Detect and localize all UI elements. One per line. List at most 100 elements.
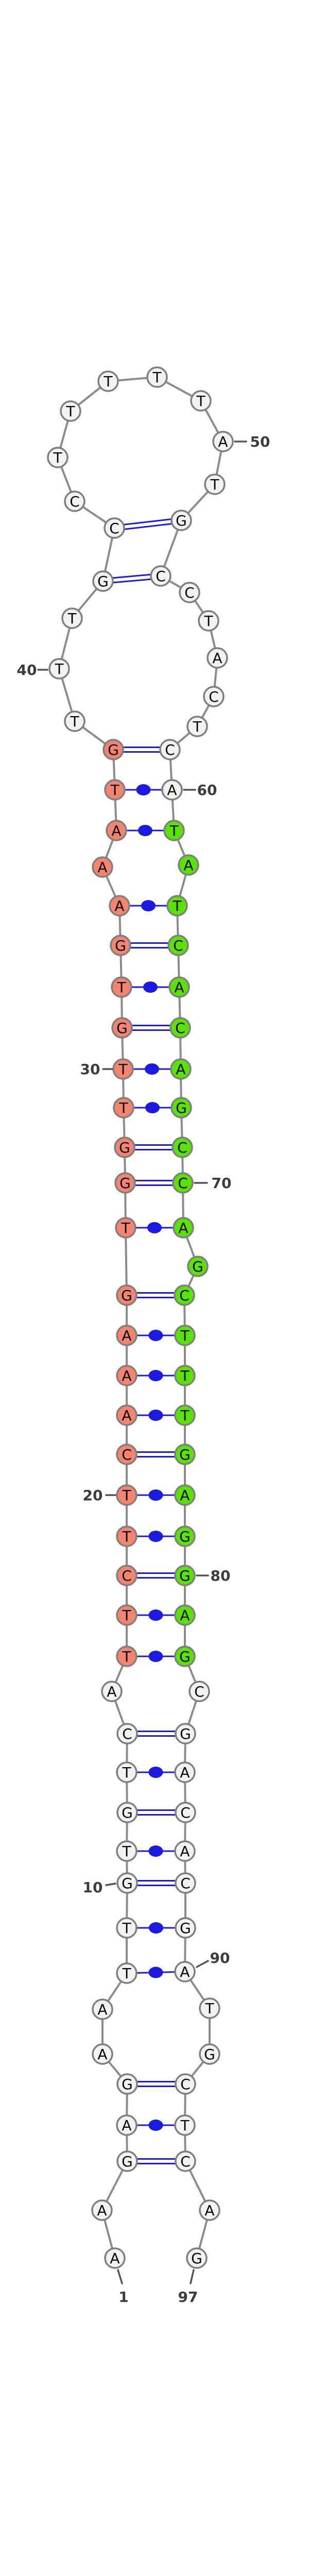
nt-letter: G xyxy=(97,573,109,590)
nt-letter: T xyxy=(152,369,162,386)
nt-circle xyxy=(161,779,183,801)
label-tick xyxy=(105,1883,116,1886)
nt-circle xyxy=(175,1917,196,1939)
bond-dot xyxy=(147,1222,162,1233)
nt-circle xyxy=(104,517,125,539)
nt-55-T: T xyxy=(198,610,219,632)
nt-circle xyxy=(92,856,113,878)
nt-circle xyxy=(188,1681,210,1702)
nt-letter: A xyxy=(180,1487,190,1504)
nt-circle xyxy=(116,2073,138,2095)
nt-97-G: G xyxy=(186,2247,208,2269)
nt-letter: C xyxy=(184,584,195,601)
nt-circle xyxy=(111,1017,133,1039)
nt-61-T: T xyxy=(163,820,185,841)
nt-circle xyxy=(179,582,200,603)
nt-24-A: A xyxy=(116,1325,138,1346)
nt-circle xyxy=(47,447,68,468)
nt-letter: T xyxy=(172,897,182,914)
nt-17-T: T xyxy=(116,1604,138,1626)
nt-letter: C xyxy=(165,741,175,758)
position-label-30: 30 xyxy=(80,1061,113,1078)
nt-65-A: A xyxy=(168,976,190,998)
nt-21-C: C xyxy=(116,1444,138,1465)
nt-letter: T xyxy=(180,1407,190,1424)
nt-letter: T xyxy=(67,610,77,627)
nt-circle xyxy=(116,1917,138,1939)
nt-circle xyxy=(116,1872,138,1894)
nt-letter: C xyxy=(173,937,183,954)
nt-90-A: A xyxy=(174,1961,196,1982)
nt-37-T: T xyxy=(104,779,126,801)
nt-circle xyxy=(170,1058,192,1080)
nt-30-T: T xyxy=(112,1058,134,1080)
nt-letter: T xyxy=(122,1648,131,1665)
nt-circle xyxy=(173,1217,194,1239)
nt-letter: A xyxy=(122,1367,131,1384)
bond-dot xyxy=(148,2120,163,2131)
nt-93-C: C xyxy=(175,2073,196,2095)
nt-83-C: C xyxy=(188,1681,210,1702)
nt-letter: A xyxy=(97,2202,107,2219)
nt-letter: G xyxy=(192,1258,203,1275)
nt-circle xyxy=(116,1962,138,1984)
nt-51-T: T xyxy=(204,473,226,495)
nt-circle xyxy=(92,570,114,592)
nt-92-G: G xyxy=(199,2043,220,2065)
nt-letter: C xyxy=(180,1804,191,1821)
nt-letter: T xyxy=(54,660,64,677)
nt-letter: A xyxy=(97,2046,107,2063)
nt-circle xyxy=(104,2247,126,2269)
nt-letter: A xyxy=(204,2202,214,2219)
nt-circle xyxy=(174,1604,196,1626)
nt-letter: C xyxy=(180,2153,191,2170)
nt-23-A: A xyxy=(116,1365,138,1386)
nt-circle xyxy=(91,2199,113,2221)
nt-circle xyxy=(116,1604,138,1626)
label-number: 30 xyxy=(80,1061,100,1078)
nt-circle xyxy=(64,710,85,732)
nt-circle xyxy=(167,935,189,956)
nt-circle xyxy=(178,854,199,876)
nt-35-A: A xyxy=(92,856,113,878)
nt-circle xyxy=(174,1840,196,1862)
nt-circle xyxy=(174,1565,196,1586)
position-label-50: 50 xyxy=(234,433,270,450)
nt-letter: A xyxy=(167,782,177,799)
position-labels: 50 40 60 30 70 20 80 10 90 1 97 xyxy=(17,433,270,2306)
nt-7-A: A xyxy=(92,1998,113,2020)
nt-circle xyxy=(199,2043,220,2065)
nt-letter: A xyxy=(122,1407,131,1424)
nt-letter: C xyxy=(180,2076,191,2093)
nt-circle xyxy=(116,1802,138,1823)
nt-letter: A xyxy=(122,2117,131,2134)
nt-circle xyxy=(174,1365,196,1386)
bond-dot xyxy=(149,1922,163,1934)
backbone xyxy=(57,376,224,2259)
position-label-90: 90 xyxy=(196,1950,230,1968)
nt-letter: A xyxy=(111,822,121,839)
nt-letter: G xyxy=(180,1920,191,1937)
nt-circle xyxy=(166,895,188,917)
nt-circle xyxy=(111,976,132,998)
nt-letter: G xyxy=(122,2076,133,2093)
nt-letter: A xyxy=(107,1683,116,1700)
bond-dot xyxy=(148,1330,163,1341)
nt-circle xyxy=(175,1723,196,1744)
nt-60-A: A xyxy=(161,779,183,801)
nt-84-G: G xyxy=(175,1723,196,1744)
nt-40-T: T xyxy=(48,658,70,680)
nt-letter: C xyxy=(180,1875,191,1892)
nt-8-T: T xyxy=(116,1962,138,1984)
nt-circle xyxy=(106,820,127,841)
bond-dot xyxy=(148,1489,163,1501)
nt-circle xyxy=(187,1256,209,1277)
nt-letter: T xyxy=(180,1367,190,1384)
nt-43-C: C xyxy=(104,517,125,539)
nt-letter: A xyxy=(180,1843,190,1860)
nt-circle xyxy=(116,1761,138,1783)
nt-letter: G xyxy=(191,2250,202,2267)
nt-letter: T xyxy=(70,713,79,730)
nt-circle xyxy=(60,400,81,422)
nt-letter: C xyxy=(209,688,219,705)
